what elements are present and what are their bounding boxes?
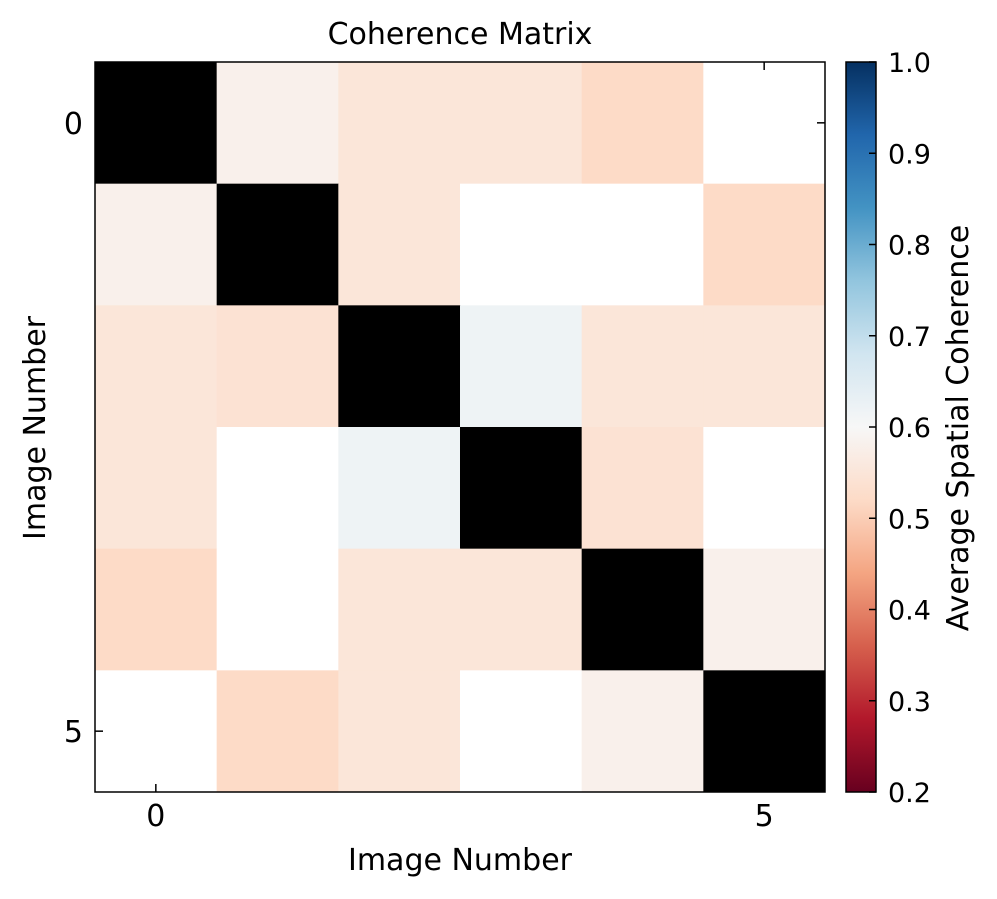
heatmap-cell xyxy=(216,548,339,671)
colorbar-tick-label: 0.8 xyxy=(888,231,931,262)
heatmap-cell xyxy=(338,548,461,671)
heatmap-cells xyxy=(95,62,826,793)
heatmap-cell xyxy=(581,62,704,185)
heatmap-cell xyxy=(95,305,218,428)
colorbar-tick-label: 0.6 xyxy=(888,413,931,444)
heatmap-cell xyxy=(703,427,826,550)
x-axis-label: Image Number xyxy=(348,843,573,878)
heatmap-cell xyxy=(460,62,583,185)
heatmap-cell xyxy=(581,548,704,671)
colorbar-tick-label: 0.7 xyxy=(888,322,931,353)
heatmap-cell xyxy=(581,670,704,793)
colorbar-tick-label: 0.4 xyxy=(888,596,931,627)
heatmap-cell xyxy=(703,670,826,793)
heatmap-cell xyxy=(703,548,826,671)
heatmap-cell xyxy=(216,183,339,306)
colorbar-tick-label: 0.9 xyxy=(888,139,931,170)
heatmap-cell xyxy=(338,183,461,306)
heatmap-cell xyxy=(95,183,218,306)
y-axis-label: Image Number xyxy=(18,315,53,540)
heatmap-cell xyxy=(703,62,826,185)
chart-title: Coherence Matrix xyxy=(328,17,593,52)
heatmap-cell xyxy=(703,305,826,428)
heatmap-cell xyxy=(703,183,826,306)
heatmap-cell xyxy=(460,305,583,428)
heatmap-cell xyxy=(338,62,461,185)
heatmap-cell xyxy=(95,62,218,185)
plot-axes xyxy=(94,61,826,793)
heatmap-cell xyxy=(460,548,583,671)
heatmap-cell xyxy=(95,670,218,793)
heatmap-cell xyxy=(338,305,461,428)
colorbar-tick-label: 0.3 xyxy=(888,687,931,718)
x-tick-label: 0 xyxy=(146,799,165,834)
colorbar-tick-label: 1.0 xyxy=(888,48,931,79)
heatmap-cell xyxy=(216,427,339,550)
heatmap-cell xyxy=(581,427,704,550)
heatmap-cell xyxy=(95,548,218,671)
y-tick-label: 5 xyxy=(64,715,83,750)
x-tick-label: 5 xyxy=(755,799,774,834)
y-tick-label: 0 xyxy=(64,107,83,142)
heatmap-cell xyxy=(460,183,583,306)
heatmap-cell xyxy=(581,183,704,306)
plot-frame xyxy=(94,61,826,793)
heatmap-cell xyxy=(216,62,339,185)
heatmap-cell xyxy=(216,305,339,428)
heatmap-cell xyxy=(338,427,461,550)
heatmap-cell xyxy=(460,427,583,550)
colorbar: 0.2 0.3 0.4 0.5 0.6 0.7 0.8 0.9 1.0 xyxy=(845,48,931,809)
heatmap-cell xyxy=(216,670,339,793)
colorbar-tick-label: 0.5 xyxy=(888,504,931,535)
colorbar-tick-label: 0.2 xyxy=(888,778,931,809)
heatmap-cell xyxy=(460,670,583,793)
axis-ticks: 0 5 0 5 xyxy=(64,62,825,834)
colorbar-label: Average Spatial Coherence xyxy=(941,225,976,631)
heatmap-cell xyxy=(338,670,461,793)
heatmap-cell xyxy=(95,427,218,550)
heatmap-cell xyxy=(581,305,704,428)
